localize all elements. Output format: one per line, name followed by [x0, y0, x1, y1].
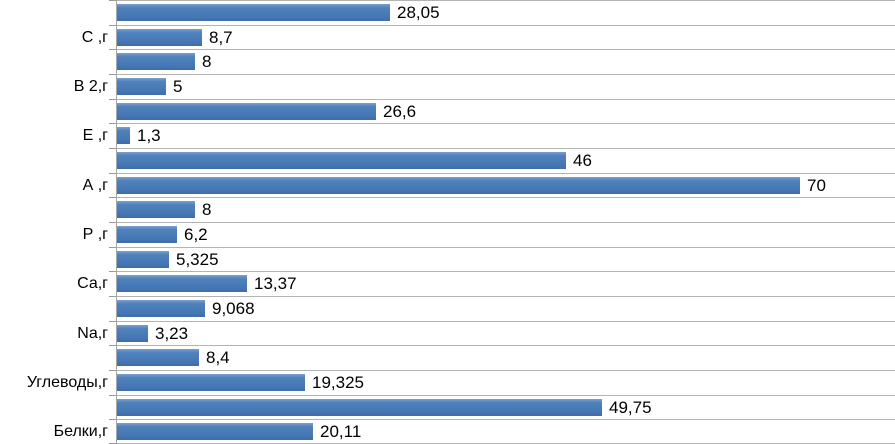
bar — [117, 103, 376, 120]
value-label: 13,37 — [254, 273, 297, 293]
value-label: 5,325 — [176, 249, 219, 269]
bar — [117, 275, 247, 292]
value-label: 8,7 — [209, 27, 233, 47]
gridline — [117, 296, 895, 297]
category-axis-line — [116, 0, 117, 444]
bar — [117, 423, 313, 440]
bar — [117, 374, 305, 391]
axis-tick — [109, 148, 117, 149]
axis-tick — [109, 296, 117, 297]
category-label: Белки,г — [53, 422, 108, 440]
gridline — [117, 74, 895, 75]
bar — [117, 127, 130, 144]
bar — [117, 349, 199, 366]
category-label: Са,г — [77, 274, 108, 292]
gridline — [117, 345, 895, 346]
axis-tick — [109, 173, 117, 174]
axis-tick — [109, 247, 117, 248]
gridline — [117, 99, 895, 100]
bar — [117, 251, 169, 268]
axis-tick — [109, 197, 117, 198]
axis-tick — [109, 0, 117, 1]
value-label: 5 — [173, 76, 183, 96]
value-label: 19,325 — [312, 372, 364, 392]
category-label: В 2,г — [73, 77, 108, 95]
value-label: 8 — [202, 51, 212, 71]
axis-tick — [109, 74, 117, 75]
gridline — [117, 321, 895, 322]
axis-tick — [109, 345, 117, 346]
gridline — [117, 419, 895, 420]
bar — [117, 4, 390, 21]
value-label: 26,6 — [383, 101, 417, 121]
value-label: 20,11 — [320, 421, 362, 441]
gridline — [117, 173, 895, 174]
gridline — [117, 197, 895, 198]
gridline — [117, 370, 895, 371]
axis-tick — [109, 271, 117, 272]
axis-tick — [109, 395, 117, 396]
axis-tick — [109, 222, 117, 223]
category-label: Углеводы,г — [26, 373, 108, 391]
value-label: 1,3 — [137, 125, 161, 145]
axis-tick — [109, 123, 117, 124]
axis-tick — [109, 419, 117, 420]
category-label: С ,г — [81, 28, 108, 46]
bar — [117, 78, 166, 95]
value-label: 8 — [202, 199, 212, 219]
bar — [117, 152, 566, 169]
gridline — [117, 0, 895, 1]
bar — [117, 300, 205, 317]
bar — [117, 29, 202, 46]
bar — [117, 177, 800, 194]
value-label: 46 — [573, 150, 592, 170]
bar — [117, 53, 195, 70]
gridline — [117, 49, 895, 50]
category-label: Р ,г — [82, 225, 108, 243]
bar — [117, 226, 177, 243]
bar — [117, 399, 602, 416]
value-label: 70 — [807, 175, 826, 195]
value-label: 49,75 — [609, 397, 652, 417]
gridline — [117, 123, 895, 124]
bar — [117, 325, 148, 342]
axis-tick — [109, 99, 117, 100]
value-label: 6,2 — [184, 224, 208, 244]
category-label: Na,г — [77, 324, 108, 342]
value-label: 9,068 — [212, 298, 255, 318]
value-label: 3,23 — [155, 323, 189, 343]
axis-tick — [109, 25, 117, 26]
gridline — [117, 395, 895, 396]
gridline — [117, 222, 895, 223]
value-label: 28,05 — [397, 2, 440, 22]
gridline — [117, 148, 895, 149]
axis-tick — [109, 370, 117, 371]
gridline — [117, 25, 895, 26]
axis-tick — [109, 49, 117, 50]
category-label: Е ,г — [82, 126, 108, 144]
value-label: 8,4 — [206, 347, 230, 367]
bar — [117, 201, 195, 218]
gridline — [117, 247, 895, 248]
axis-tick — [109, 321, 117, 322]
gridline — [117, 271, 895, 272]
category-label: А ,г — [82, 176, 108, 194]
